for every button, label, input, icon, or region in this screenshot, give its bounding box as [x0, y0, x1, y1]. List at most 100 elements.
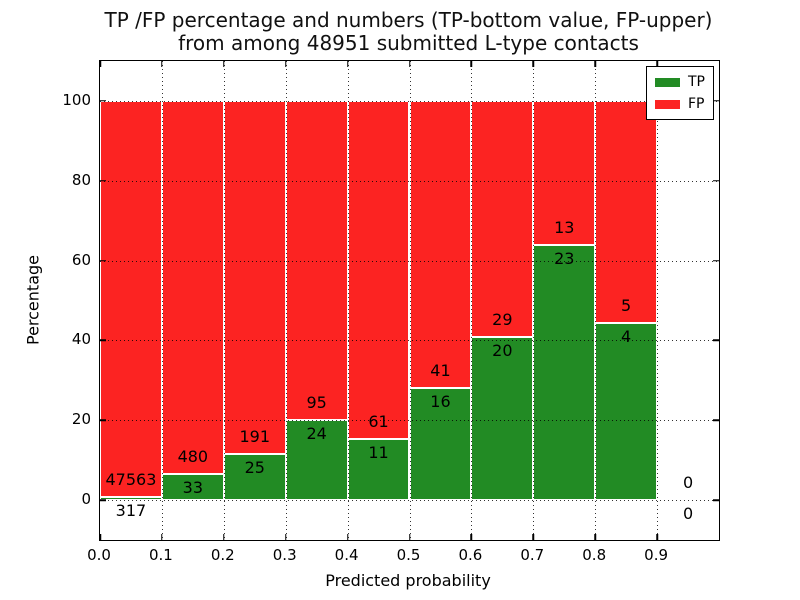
- bar-label-tp: 25: [244, 457, 265, 477]
- bar-label-fp: 13: [554, 218, 575, 238]
- legend-swatch-fp: [655, 99, 680, 109]
- bar-label-fp: 0: [682, 473, 694, 493]
- bar-tp: [533, 245, 596, 501]
- tick-mark: [223, 534, 225, 540]
- tick-mark: [713, 419, 719, 421]
- bar-label-tp: 317: [115, 501, 147, 521]
- plot-area: 47563 317 480 33 191 25 95 24 61 11 41 16 29 20 13 23 5 4…: [99, 60, 720, 541]
- x-tick-label: 0.7: [520, 546, 545, 564]
- y-tick-label: 80: [71, 170, 91, 189]
- x-tick-label: 0.5: [396, 546, 421, 564]
- tick-mark: [100, 259, 106, 262]
- bar-label-tp: 0: [682, 504, 694, 524]
- tick-mark: [594, 61, 596, 67]
- tick-mark: [284, 534, 287, 540]
- bar-fp: [533, 100, 596, 246]
- tick-mark: [100, 339, 106, 342]
- bar-tp: [595, 322, 658, 501]
- x-axis-label: Predicted probability: [325, 571, 491, 590]
- tick-mark: [532, 61, 535, 67]
- tick-mark: [100, 419, 106, 421]
- bar-label-tp: 33: [182, 478, 204, 498]
- bar-tp: [100, 497, 162, 501]
- x-tick-label: 0.8: [582, 546, 607, 564]
- bar-label-fp: 41: [430, 361, 451, 381]
- bar-tp: [471, 337, 534, 501]
- bar-label-fp: 95: [306, 392, 327, 412]
- tick-mark: [99, 61, 101, 67]
- legend-label-tp: TP: [688, 74, 705, 90]
- bar-label-fp: 191: [239, 426, 271, 446]
- bar-tp: [409, 388, 472, 501]
- tick-mark: [223, 61, 225, 67]
- tick-mark: [713, 100, 719, 102]
- y-tick-label: 0: [81, 490, 91, 509]
- bar-label-fp: 61: [368, 412, 389, 432]
- tick-mark: [408, 534, 411, 540]
- tick-mark: [161, 61, 163, 67]
- gridline-x: [595, 61, 597, 540]
- tick-mark: [284, 61, 287, 67]
- chart-title-line2: from among 48951 submitted L-type contac…: [178, 31, 639, 55]
- tick-mark: [470, 534, 473, 540]
- bar-label-tp: 16: [430, 392, 451, 412]
- y-tick-label: 60: [71, 250, 91, 269]
- tick-mark: [161, 534, 163, 540]
- legend-swatch-tp: [655, 77, 680, 87]
- y-tick-label: 20: [71, 410, 91, 429]
- gridline-x: [533, 61, 535, 540]
- tick-mark: [470, 61, 473, 67]
- bar-label-tp: 4: [621, 326, 632, 346]
- bar-fp: [100, 100, 162, 498]
- bar-fp: [409, 100, 472, 389]
- gridline-x: [223, 61, 225, 540]
- gridline-x: [347, 61, 349, 540]
- tick-mark: [100, 100, 106, 102]
- chart-title: TP /FP percentage and numbers (TP-bottom…: [99, 9, 718, 55]
- bar-label-fp: 29: [492, 310, 513, 330]
- y-tick-label: 40: [71, 330, 91, 349]
- gridline-x: [409, 61, 411, 540]
- x-tick-label: 0.2: [210, 546, 235, 564]
- tick-mark: [594, 534, 596, 540]
- bar-tp: [285, 419, 348, 501]
- bar-label-tp: 11: [368, 443, 389, 463]
- x-tick-label: 0.6: [458, 546, 483, 564]
- y-tick-label: 100: [62, 90, 91, 109]
- bar-label-fp: 47563: [105, 470, 157, 490]
- gridline-x: [471, 61, 473, 540]
- legend-item-fp: FP: [655, 97, 705, 111]
- bar-fp: [285, 100, 348, 420]
- x-tick-label: 0.4: [334, 546, 359, 564]
- tick-mark: [656, 61, 658, 67]
- tick-mark: [713, 499, 719, 501]
- legend: TP FP: [646, 66, 714, 120]
- gridline-x: [285, 61, 287, 540]
- tick-mark: [713, 259, 719, 262]
- bar-fp: [161, 100, 224, 475]
- x-tick-label: 0.0: [87, 546, 111, 564]
- bar-label-tp: 24: [306, 423, 327, 443]
- bar-fp: [347, 100, 410, 440]
- gridline-x: [657, 61, 659, 540]
- legend-item-tp: TP: [655, 75, 705, 89]
- tick-mark: [656, 534, 658, 540]
- tick-mark: [100, 180, 106, 182]
- tick-mark: [532, 534, 535, 540]
- gridline-x: [161, 61, 163, 540]
- bar-fp: [223, 100, 286, 454]
- tick-mark: [100, 499, 106, 501]
- tick-mark: [713, 180, 719, 182]
- bar-label-tp: 20: [492, 341, 513, 361]
- tick-mark: [346, 61, 349, 67]
- tick-mark: [346, 534, 349, 540]
- tick-mark: [99, 534, 101, 540]
- bar-label-fp: 480: [177, 447, 209, 467]
- legend-label-fp: FP: [688, 96, 705, 112]
- bar-fp: [471, 100, 534, 338]
- bar-tp: [161, 474, 224, 501]
- bar-label-fp: 5: [621, 295, 632, 315]
- bar-fp: [595, 100, 658, 323]
- tick-mark: [408, 61, 411, 67]
